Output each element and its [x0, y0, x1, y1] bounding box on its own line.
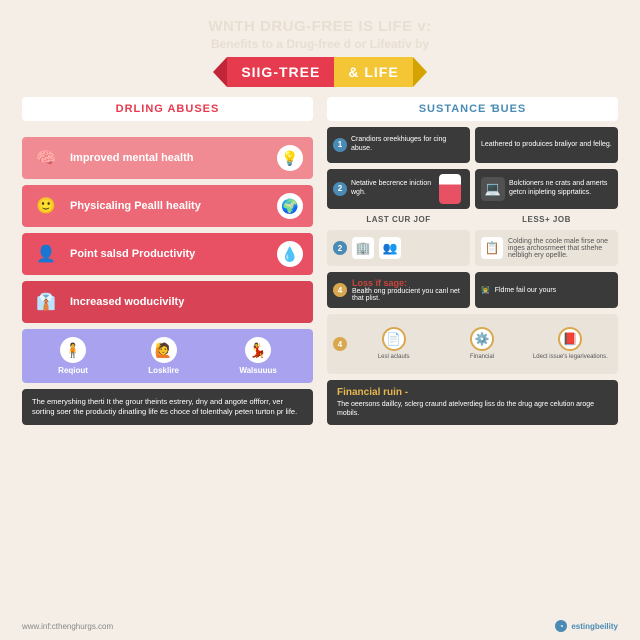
- row3: 2 🏢 👥 📋 Colding the coole male firse one…: [327, 230, 618, 266]
- financial-title: Financial ruin -: [337, 387, 608, 398]
- light-tile: 2 🏢 👥: [327, 230, 470, 266]
- tile-text: Crandiors oreekhiuges for cing abuse.: [351, 136, 464, 154]
- person-icon: 👤: [32, 240, 60, 268]
- header: WNTH DRUG-FREE IS LIFE v: Benefits to a …: [22, 18, 618, 51]
- benefit-row: 🧠 Improved mental health 💡: [22, 137, 313, 179]
- tile-text: Netative becrence iniction wgh.: [351, 180, 433, 198]
- teacher-icon: 👨‍🏫: [481, 286, 490, 294]
- avatar-icon: 💃: [245, 337, 271, 363]
- tile-text: Fldme fail our yours: [495, 287, 556, 294]
- dark-tile: 👨‍🏫 Fldme fail our yours: [475, 272, 618, 308]
- suit-icon: 👔: [32, 288, 60, 316]
- person-card: 🙋 Losklire: [148, 337, 179, 375]
- info-tile: 💻 Bolctioners ne crats and amerts getcn …: [475, 169, 618, 209]
- icon-label: Ldect issue's legariveations.: [533, 354, 608, 361]
- benefit-row: 🙂 Physicaling Pealll heality 🌍: [22, 185, 313, 227]
- tile-text: Colding the coole male firse one inges a…: [508, 238, 612, 259]
- tile-text: Bolctioners ne crats and amerts getcn in…: [509, 180, 612, 198]
- left-column: DRLING ABUSES 🧠 Improved mental health 💡…: [22, 97, 313, 425]
- ribbon-text-left: SIIG-TREE: [241, 64, 320, 80]
- number-badge: 2: [333, 241, 347, 255]
- left-heading: DRLING ABUSES: [22, 97, 313, 121]
- clipboard-icon: 📋: [481, 237, 503, 259]
- avatar-icon: 🧍: [60, 337, 86, 363]
- icon-cell: 📄 Lesl aclauts: [352, 327, 435, 361]
- benefit-row: 👔 Increased woducivilty: [22, 281, 313, 323]
- document-icon: 📄: [382, 327, 406, 351]
- footer-url: www.inf:cthenghurgs.com: [22, 622, 113, 631]
- number-badge: 4: [333, 337, 347, 351]
- info-tile: 2 Netative becrence iniction wgh.: [327, 169, 470, 209]
- right-column: SUSTANCE ƁUES 1 Crandiors oreekhiuges fo…: [327, 97, 618, 425]
- person-card: 💃 Walsuuus: [239, 337, 276, 375]
- gear-icon: ⚙️: [470, 327, 494, 351]
- building-icon: 🏢: [352, 237, 374, 259]
- face-icon: 🙂: [32, 192, 60, 220]
- icon-cell: 📕 Ldect issue's legariveations.: [529, 327, 612, 361]
- doctor-icon: [437, 174, 464, 204]
- ribbon-tail-right: [413, 57, 427, 87]
- row4: 4 Loss ïf sage: Bealth ong producient yo…: [327, 272, 618, 308]
- benefit-label: Increased woducivilty: [70, 296, 303, 309]
- icon-label: Financial: [470, 354, 494, 361]
- loss-title: Loss ïf sage:: [352, 278, 464, 288]
- info-tile: Leathered to produices braliyor and fell…: [475, 127, 618, 163]
- tile-text: Leathered to produices braliyor and fell…: [481, 141, 612, 150]
- info-tile: 1 Crandiors oreekhiuges for cing abuse.: [327, 127, 470, 163]
- benefit-label: Point salsd Productivity: [70, 248, 267, 261]
- ribbon-banner: SIIG-TREE & LIFE: [22, 57, 618, 87]
- benefit-row: 👤 Point salsd Productivity 💧: [22, 233, 313, 275]
- row2: 2 Netative becrence iniction wgh. 💻 Bolc…: [327, 169, 618, 209]
- footer: www.inf:cthenghurgs.com ◔ estingbeility: [22, 620, 618, 632]
- laptop-icon: 💻: [481, 177, 505, 201]
- bulb-icon: 💡: [277, 145, 303, 171]
- subheader-left: LAST CUR JOF: [327, 215, 470, 224]
- ribbon-tail-left: [213, 57, 227, 87]
- tile-text: Bealth ong producient you canl net that …: [352, 288, 464, 302]
- dark-tile: 4 Loss ïf sage: Bealth ong producient yo…: [327, 272, 470, 308]
- book-icon: 📕: [558, 327, 582, 351]
- number-badge: 2: [333, 182, 347, 196]
- brain-icon: 🧠: [32, 144, 60, 172]
- title-line1: WNTH DRUG-FREE IS LIFE v:: [22, 18, 618, 35]
- people-row: 🧍 Reqiout 🙋 Losklire 💃 Walsuuus: [22, 329, 313, 383]
- title-line2: Benefits to a Drug-free d or Lifeativ by: [22, 37, 618, 51]
- benefit-label: Physicaling Pealll heality: [70, 200, 267, 213]
- number-badge: 1: [333, 138, 347, 152]
- ribbon-text-right: & LIFE: [348, 64, 398, 80]
- brand-name: estingbeility: [571, 622, 618, 631]
- subheader-right: LESS+ JOB: [475, 215, 618, 224]
- globe-icon: 🌍: [277, 193, 303, 219]
- people-icon: 👥: [379, 237, 401, 259]
- icon-label: Lesl aclauts: [378, 354, 410, 361]
- person-label: Reqiout: [58, 366, 88, 375]
- subheaders: LAST CUR JOF LESS+ JOB: [327, 215, 618, 224]
- right-heading: SUSTANCE ƁUES: [327, 97, 618, 121]
- light-tile: 📋 Colding the coole male firse one inges…: [475, 230, 618, 266]
- number-badge: 4: [333, 283, 347, 297]
- brand-icon: ◔: [555, 620, 567, 632]
- columns: DRLING ABUSES 🧠 Improved mental health 💡…: [22, 97, 618, 425]
- person-label: Walsuuus: [239, 366, 276, 375]
- footer-brand: ◔ estingbeility: [555, 620, 618, 632]
- financial-body: The oeersons daillcy, sclerg craund atel…: [337, 400, 608, 418]
- avatar-icon: 🙋: [151, 337, 177, 363]
- row1: 1 Crandiors oreekhiuges for cing abuse. …: [327, 127, 618, 163]
- drop-icon: 💧: [277, 241, 303, 267]
- left-summary: The emeryshing therti It the grour thein…: [22, 389, 313, 425]
- infographic-page: WNTH DRUG-FREE IS LIFE v: Benefits to a …: [0, 0, 640, 640]
- financial-box: Financial ruin - The oeersons daillcy, s…: [327, 380, 618, 425]
- person-label: Losklire: [148, 366, 179, 375]
- person-card: 🧍 Reqiout: [58, 337, 88, 375]
- icon-row-tile: 4 📄 Lesl aclauts ⚙️ Financial 📕 Ldect is…: [327, 314, 618, 374]
- icon-cell: ⚙️ Financial: [440, 327, 523, 361]
- benefit-label: Improved mental health: [70, 152, 267, 165]
